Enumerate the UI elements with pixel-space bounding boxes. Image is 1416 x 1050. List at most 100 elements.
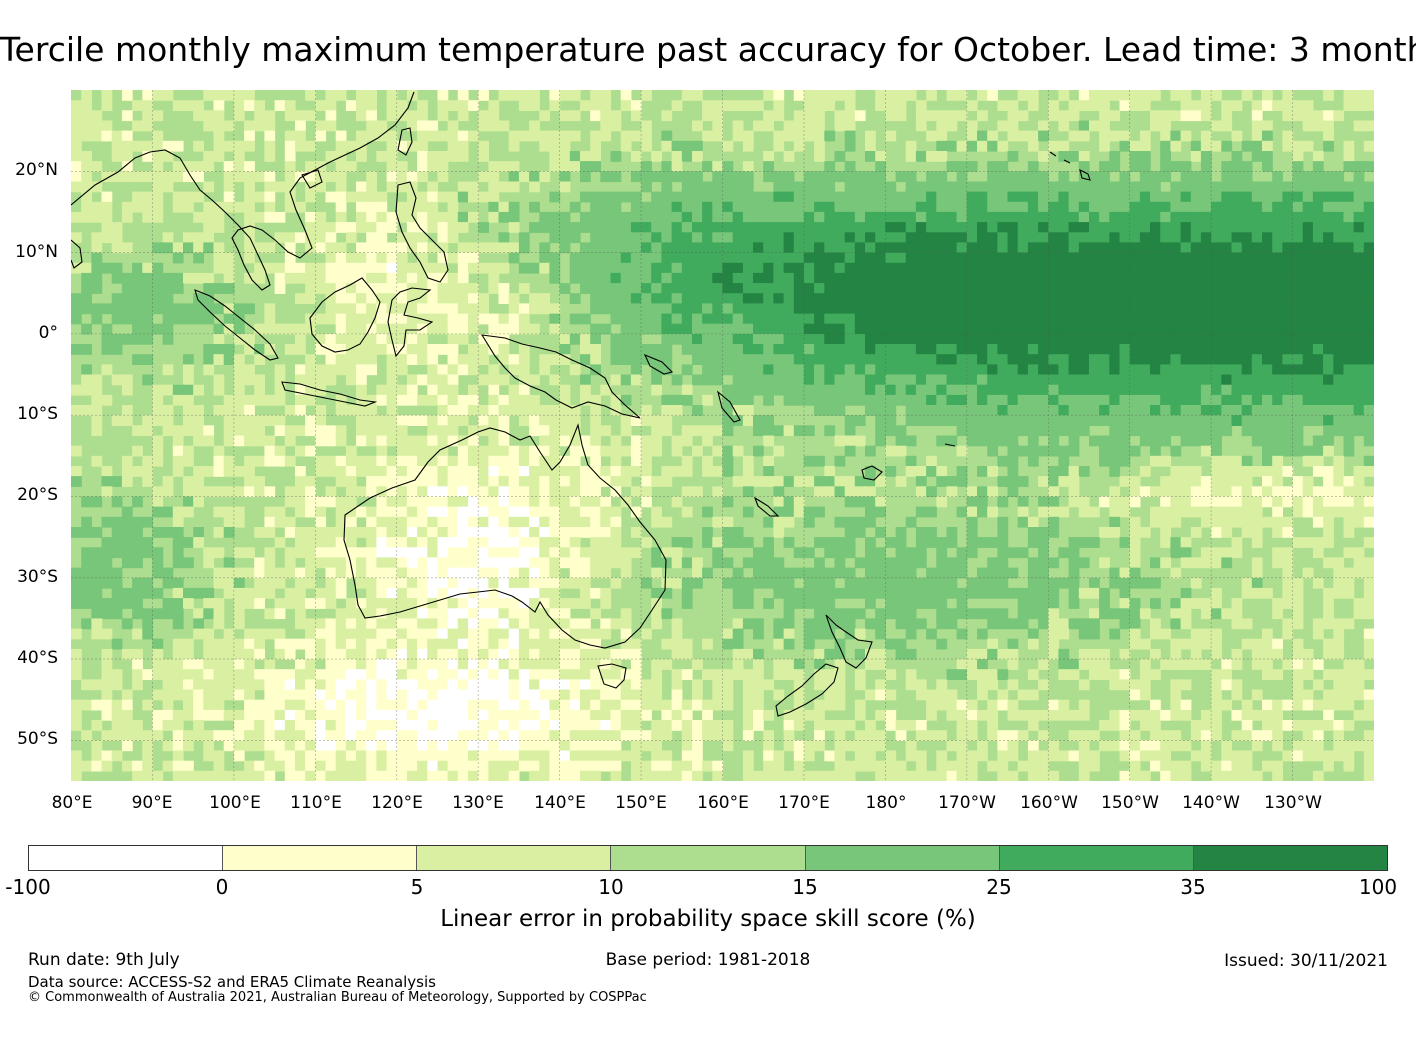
skill-cell bbox=[620, 232, 632, 244]
skill-cell bbox=[1343, 435, 1355, 447]
skill-cell bbox=[610, 201, 622, 213]
skill-cell bbox=[590, 608, 601, 620]
skill-cell bbox=[1170, 496, 1182, 508]
skill-cell bbox=[926, 527, 937, 538]
skill-cell bbox=[488, 455, 500, 467]
skill-cell bbox=[977, 222, 988, 233]
skill-cell bbox=[651, 272, 662, 284]
skill-cell bbox=[1068, 283, 1080, 294]
skill-cell bbox=[356, 242, 367, 254]
skill-cell bbox=[529, 171, 540, 183]
skill-cell bbox=[641, 466, 652, 477]
skill-cell bbox=[600, 252, 612, 264]
skill-cell bbox=[478, 415, 489, 426]
skill-cell bbox=[732, 598, 744, 609]
skill-cell bbox=[1190, 628, 1202, 640]
skill-cell bbox=[1272, 303, 1283, 315]
skill-cell bbox=[559, 171, 571, 183]
skill-cell bbox=[284, 598, 296, 609]
skill-cell bbox=[895, 445, 907, 457]
skill-cell bbox=[905, 415, 917, 426]
skill-cell bbox=[875, 405, 886, 416]
skill-cell bbox=[1241, 333, 1253, 345]
skill-cell bbox=[651, 303, 662, 315]
skill-cell bbox=[661, 394, 673, 406]
skill-cell bbox=[865, 272, 876, 284]
skill-cell bbox=[651, 201, 662, 213]
skill-cell bbox=[193, 232, 204, 244]
skill-cell bbox=[223, 405, 235, 416]
skill-cell bbox=[437, 151, 449, 162]
skill-cell bbox=[610, 547, 622, 559]
skill-cell bbox=[1180, 557, 1192, 569]
skill-cell bbox=[406, 547, 418, 559]
skill-cell bbox=[498, 618, 510, 630]
skill-cell bbox=[885, 90, 897, 101]
skill-cell bbox=[1312, 120, 1324, 132]
skill-cell bbox=[783, 577, 795, 589]
skill-cell bbox=[101, 211, 113, 223]
skill-cell bbox=[783, 211, 795, 223]
skill-cell bbox=[1170, 181, 1182, 193]
skill-cell bbox=[345, 476, 357, 487]
skill-cell bbox=[1251, 140, 1263, 152]
skill-cell bbox=[834, 211, 846, 223]
skill-cell bbox=[824, 486, 836, 498]
skill-cell bbox=[559, 222, 571, 233]
skill-cell bbox=[396, 425, 408, 437]
skill-cell bbox=[854, 587, 866, 599]
skill-cell bbox=[702, 313, 713, 325]
skill-cell bbox=[1211, 425, 1222, 437]
skill-cell bbox=[366, 232, 377, 244]
skill-cell bbox=[763, 547, 774, 559]
skill-cell bbox=[885, 374, 897, 386]
skill-cell bbox=[223, 201, 235, 213]
skill-cell bbox=[1292, 587, 1304, 599]
skill-cell bbox=[753, 618, 764, 630]
skill-cell bbox=[946, 262, 958, 274]
skill-cell bbox=[702, 100, 713, 111]
skill-cell bbox=[1017, 516, 1029, 528]
skill-cell bbox=[121, 455, 133, 467]
skill-cell bbox=[773, 354, 785, 365]
skill-cell bbox=[895, 547, 907, 559]
skill-cell bbox=[865, 557, 876, 569]
skill-cell bbox=[1017, 587, 1029, 599]
skill-cell bbox=[956, 283, 968, 294]
skill-cell bbox=[488, 242, 500, 254]
skill-cell bbox=[305, 638, 316, 650]
skill-cell bbox=[244, 476, 255, 487]
skill-cell bbox=[81, 130, 92, 142]
skill-cell bbox=[630, 527, 642, 538]
skill-cell bbox=[223, 313, 235, 325]
skill-cell bbox=[1292, 323, 1304, 335]
skill-cell bbox=[559, 598, 571, 609]
skill-cell bbox=[926, 130, 937, 142]
skill-cell bbox=[681, 506, 693, 518]
skill-cell bbox=[539, 171, 551, 183]
skill-cell bbox=[834, 293, 846, 304]
skill-cell bbox=[844, 537, 856, 548]
skill-cell bbox=[223, 435, 235, 447]
skill-cell bbox=[539, 303, 551, 315]
skill-cell bbox=[966, 354, 978, 365]
skill-cell bbox=[193, 537, 204, 548]
skill-cell bbox=[834, 384, 846, 396]
skill-cell bbox=[1323, 242, 1334, 254]
skill-cell bbox=[753, 425, 764, 437]
skill-cell bbox=[875, 557, 886, 569]
skill-cell bbox=[315, 222, 327, 233]
skill-cell bbox=[1190, 333, 1202, 345]
skill-cell bbox=[1048, 211, 1060, 223]
skill-cell bbox=[549, 638, 561, 650]
skill-cell bbox=[529, 618, 540, 630]
skill-cell bbox=[590, 527, 601, 538]
skill-cell bbox=[580, 211, 591, 223]
skill-cell bbox=[1231, 405, 1243, 416]
skill-cell bbox=[753, 293, 764, 304]
skill-cell bbox=[1323, 618, 1334, 630]
skill-cell bbox=[539, 425, 551, 437]
skill-cell bbox=[305, 191, 316, 203]
skill-cell bbox=[1109, 272, 1121, 284]
skill-cell bbox=[803, 587, 815, 599]
